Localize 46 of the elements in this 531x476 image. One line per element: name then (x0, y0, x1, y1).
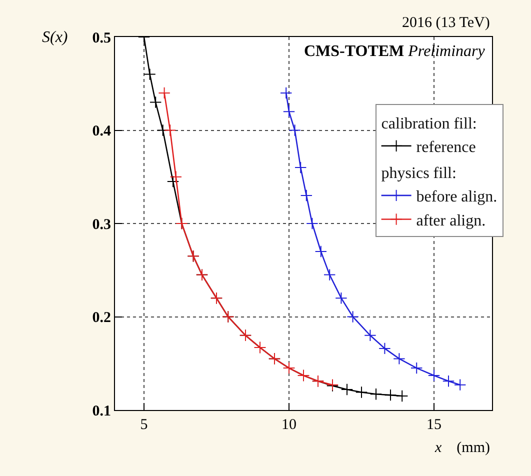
text: 2016 (13 TeV) (402, 15, 490, 31)
point (158, 86, 170, 100)
point (396, 390, 408, 402)
point (300, 189, 312, 202)
point (150, 96, 162, 108)
annotation: physics fill: (381, 164, 456, 182)
point (370, 388, 382, 400)
point (166, 175, 180, 188)
point (384, 388, 397, 402)
annotation: CMS-TOTEM (304, 43, 404, 60)
y-axis-title: S(x) (42, 29, 68, 46)
x-tick-label: 10 (282, 417, 296, 433)
point (288, 124, 301, 136)
point (346, 310, 359, 323)
point (335, 292, 348, 304)
point (340, 383, 354, 396)
point (324, 268, 336, 281)
legend-label: before align. (416, 188, 498, 206)
legend-title: calibration fill: (381, 115, 477, 132)
point (294, 161, 307, 174)
legend-label: after align. (416, 212, 486, 230)
point (364, 329, 376, 342)
point (410, 362, 423, 374)
y-tick-label: 0.3 (92, 216, 111, 233)
x-tick-label: 5 (140, 417, 148, 433)
x-tick-label: 15 (426, 417, 442, 433)
y-tick-label: 0.1 (92, 403, 111, 420)
point (282, 106, 296, 118)
point (144, 68, 156, 80)
point (428, 369, 440, 382)
point (378, 342, 391, 355)
point (442, 374, 455, 388)
point (393, 352, 406, 365)
point (314, 245, 327, 258)
point (280, 86, 292, 100)
y-tick-label: 0.5 (92, 30, 111, 46)
y-tick-label: 0.2 (92, 310, 111, 326)
point (306, 217, 318, 230)
legend-label: reference (416, 139, 476, 156)
point (355, 386, 368, 398)
point (164, 124, 176, 136)
point (170, 170, 182, 183)
annotation: Preliminary (407, 43, 486, 60)
x-axis-title: x (mm) (434, 440, 490, 456)
point (454, 378, 466, 391)
y-tick-label: 0.4 (92, 124, 112, 140)
